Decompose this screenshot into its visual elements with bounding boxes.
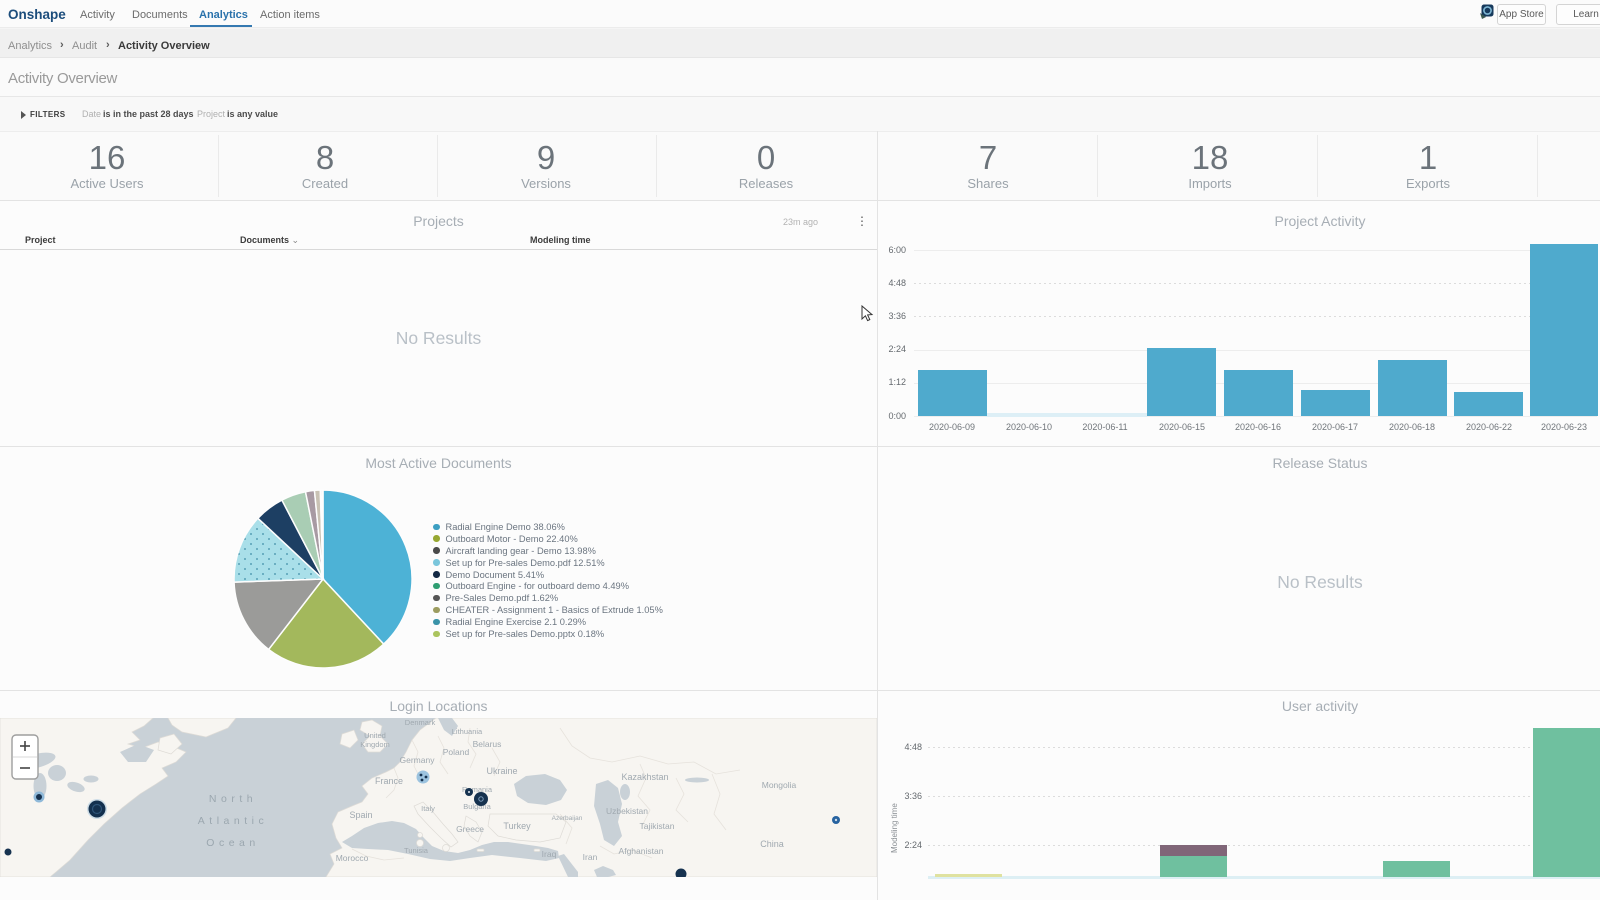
svg-text:Tunisia: Tunisia [404,846,429,855]
svg-text:Spain: Spain [349,810,372,820]
svg-text:Bulgaria: Bulgaria [463,802,491,811]
svg-text:North: North [209,793,257,805]
svg-text:Iraq: Iraq [542,849,557,859]
svg-text:Belarus: Belarus [473,739,502,749]
svg-text:Tajikistan: Tajikistan [640,821,675,831]
svg-text:Romania: Romania [462,785,493,794]
svg-text:Kazakhstan: Kazakhstan [621,772,668,782]
svg-text:China: China [760,839,784,849]
svg-text:Denmark: Denmark [405,718,436,727]
svg-text:United: United [364,731,386,740]
svg-text:Lithuania: Lithuania [452,727,483,736]
svg-text:Uzbekistan: Uzbekistan [606,806,648,816]
svg-text:Atlantic: Atlantic [198,815,268,827]
svg-text:France: France [375,776,403,786]
svg-text:Afghanistan: Afghanistan [619,846,664,856]
svg-text:Greece: Greece [456,824,484,834]
svg-text:Germany: Germany [400,755,436,765]
svg-text:Turkey: Turkey [503,821,531,831]
svg-text:Azerbaijan: Azerbaijan [552,815,583,822]
svg-text:Poland: Poland [443,747,470,757]
svg-text:Ocean: Ocean [206,837,259,849]
svg-text:Mongolia: Mongolia [762,780,797,790]
svg-text:Morocco: Morocco [336,853,369,863]
svg-text:Ukraine: Ukraine [486,766,517,776]
svg-text:Italy: Italy [421,804,435,813]
svg-text:Iran: Iran [583,852,598,862]
svg-text:Kingdom: Kingdom [360,740,390,749]
